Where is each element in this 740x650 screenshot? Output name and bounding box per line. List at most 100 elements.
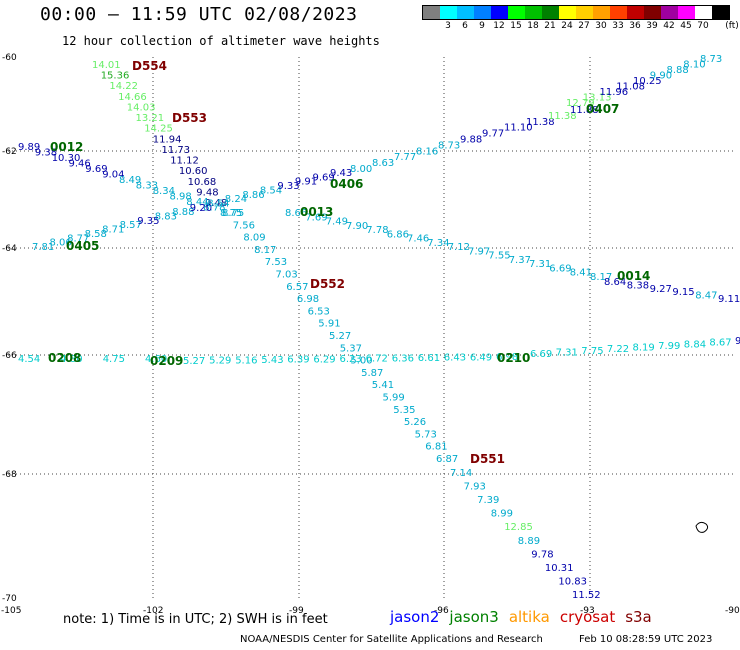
legend-label: 6 (462, 21, 468, 31)
track-0210: 6.69 7.31 7.75 7.22 8.19 7.99 8.84 8.67 9 0210 (497, 336, 740, 365)
wave-height-value: 7.34 (427, 238, 449, 249)
wave-height-value: 12.79 (566, 98, 595, 109)
track-label: 0406 (330, 177, 363, 191)
wave-height-value: 11.38 (548, 111, 577, 122)
legend-unit: (ft) (725, 21, 739, 31)
wave-height-value: 7.78 (366, 225, 388, 236)
wave-height-value: 11.73 (162, 145, 191, 156)
wave-height-value: 5.91 (318, 319, 340, 330)
track-label: D552 (310, 277, 345, 291)
track-label: 0012 (50, 140, 83, 154)
wave-height-value: 5.27 (329, 331, 351, 342)
track-d551: 7.14 7.93 7.39 8.99 12.85 8.89 9.78 10.31 10.83 1… (450, 452, 601, 601)
credit-text: NOAA/NESDIS Center for Satellite Applica… (240, 634, 543, 645)
wave-height-value: 9.69 (85, 164, 107, 175)
satellite-label-cryosat: cryosat (559, 608, 616, 626)
wave-height-value: 7.22 (607, 344, 629, 355)
wave-height-value: 8.73 (700, 54, 722, 65)
wave-height-value: 6.87 (436, 454, 458, 465)
satellite-tracks: 14.0115.3614.2214.6614.0313.2114.2511.94… (18, 54, 740, 601)
track-0012: 9.899.3810.309.469.699.048.498.338.348.9… (18, 140, 242, 219)
wave-height-value: 5.73 (415, 429, 437, 440)
wave-height-value: 9.20 (190, 203, 212, 214)
wave-height-value: 8.09 (243, 233, 265, 244)
track-0014: 8.64 8.38 9.27 9.15 8.47 9.11 0014 (604, 269, 740, 305)
track-d553: D553 (172, 111, 207, 125)
wave-height-value: 9.89 (18, 142, 40, 153)
wave-height-value: 8.54 (207, 199, 229, 210)
wave-height-value: 6.36 (392, 353, 414, 364)
wave-height-value: 11.52 (572, 590, 601, 601)
wave-height-value: 8.47 (695, 291, 717, 302)
lat-label: -66 (2, 351, 17, 361)
wave-height-value: 8.41 (570, 268, 592, 279)
wave-height-value: 5.16 (235, 355, 257, 366)
legend-label: 9 (479, 21, 485, 31)
legend-swatch (695, 6, 712, 19)
legend-label: 36 (629, 21, 641, 31)
wave-height-value: 6.98 (297, 294, 319, 305)
footer-note: note: 1) Time is in UTC; 2) SWH is in fe… (63, 612, 328, 627)
wave-height-value: 9.11 (718, 294, 740, 305)
wave-height-value: 8.38 (627, 280, 649, 291)
legend-labels: 3 6 9 12 15 18 21 24 27 30 33 36 39 42 45 70 (ft) (422, 20, 739, 32)
wave-height-value: 9.48 (205, 198, 227, 209)
island-outline (695, 521, 709, 533)
legend-label: 12 (493, 21, 505, 31)
wave-height-value: 7.55 (488, 251, 510, 262)
wave-height-value: 11.10 (504, 123, 533, 134)
track-label: 0210 (497, 351, 530, 365)
lat-label: -70 (2, 594, 17, 604)
wave-height-value: 12.85 (504, 522, 533, 533)
wave-height-value: 6.29 (313, 354, 335, 365)
wave-height-value: 8.77 (67, 233, 89, 244)
wave-height-value: 7.49 (326, 217, 348, 228)
wave-height-value: 8.57 (120, 220, 142, 231)
legend-swatch (440, 6, 457, 19)
wave-height-value: 14.66 (118, 92, 147, 103)
legend-swatch (661, 6, 678, 19)
wave-height-value: 8.99 (491, 509, 513, 520)
legend-label: 30 (595, 21, 607, 31)
wave-height-value: 4.60 (145, 354, 167, 365)
wave-height-value: 5.29 (209, 356, 231, 367)
generated-time: Feb 10 08:28:59 UTC 2023 (579, 634, 713, 645)
track-0406: 8.008.637.778.168.739.889.7711.1011.3811… (330, 105, 599, 191)
wave-height-value: 7.90 (346, 221, 368, 232)
wave-height-value: 5.99 (383, 393, 405, 404)
legend-swatches (422, 5, 730, 20)
wave-height-value: 5.00 (350, 356, 372, 367)
wave-height-value: 9.33 (277, 181, 299, 192)
track-0209: 5.27 5.29 5.16 5.43 6.39 6.29 6.23 6.72 6.36 6.61… (150, 352, 518, 368)
wave-height-value: 11.88 (570, 105, 599, 116)
legend-swatch (542, 6, 559, 19)
lon-label: -99 (289, 606, 304, 616)
wave-height-value: 10.30 (52, 153, 81, 164)
wave-height-value: 8.33 (136, 181, 158, 192)
wave-height-value: 9 (735, 336, 740, 347)
lon-label: -105 (1, 606, 21, 616)
legend-label: 3 (445, 21, 451, 31)
wave-height-value: 8.75 (222, 208, 244, 219)
wave-height-value: 7.93 (464, 482, 486, 493)
satellite-label-jason3: jason3 (449, 608, 499, 626)
wave-height-value: 5.26 (404, 417, 426, 428)
legend-swatch (627, 6, 644, 19)
wave-height-value: 6.72 (366, 354, 388, 365)
wave-height-value: 8.75 (220, 208, 242, 219)
wave-height-value: 7.03 (276, 270, 298, 281)
wave-height-value: 6.49 (470, 352, 492, 363)
wave-height-value: 9.69 (313, 172, 335, 183)
wave-height-value: 7.39 (477, 495, 499, 506)
track-0208: 4.54 4.80 4.75 4.60 0208 (18, 351, 167, 365)
wave-height-value: 11.94 (153, 134, 182, 145)
wave-height-value: 8.71 (102, 225, 124, 236)
wave-height-value: 7.53 (265, 257, 287, 268)
wave-height-value: 9.38 (35, 148, 57, 159)
satellite-legend: jason2 jason3 altika cryosat s3a (390, 608, 662, 626)
page-title: 00:00 – 11:59 UTC 02/08/2023 (40, 4, 358, 25)
wave-height-value: 7.31 (556, 347, 578, 358)
wave-height-value: 11.12 (170, 156, 199, 167)
track-label: D551 (470, 452, 505, 466)
